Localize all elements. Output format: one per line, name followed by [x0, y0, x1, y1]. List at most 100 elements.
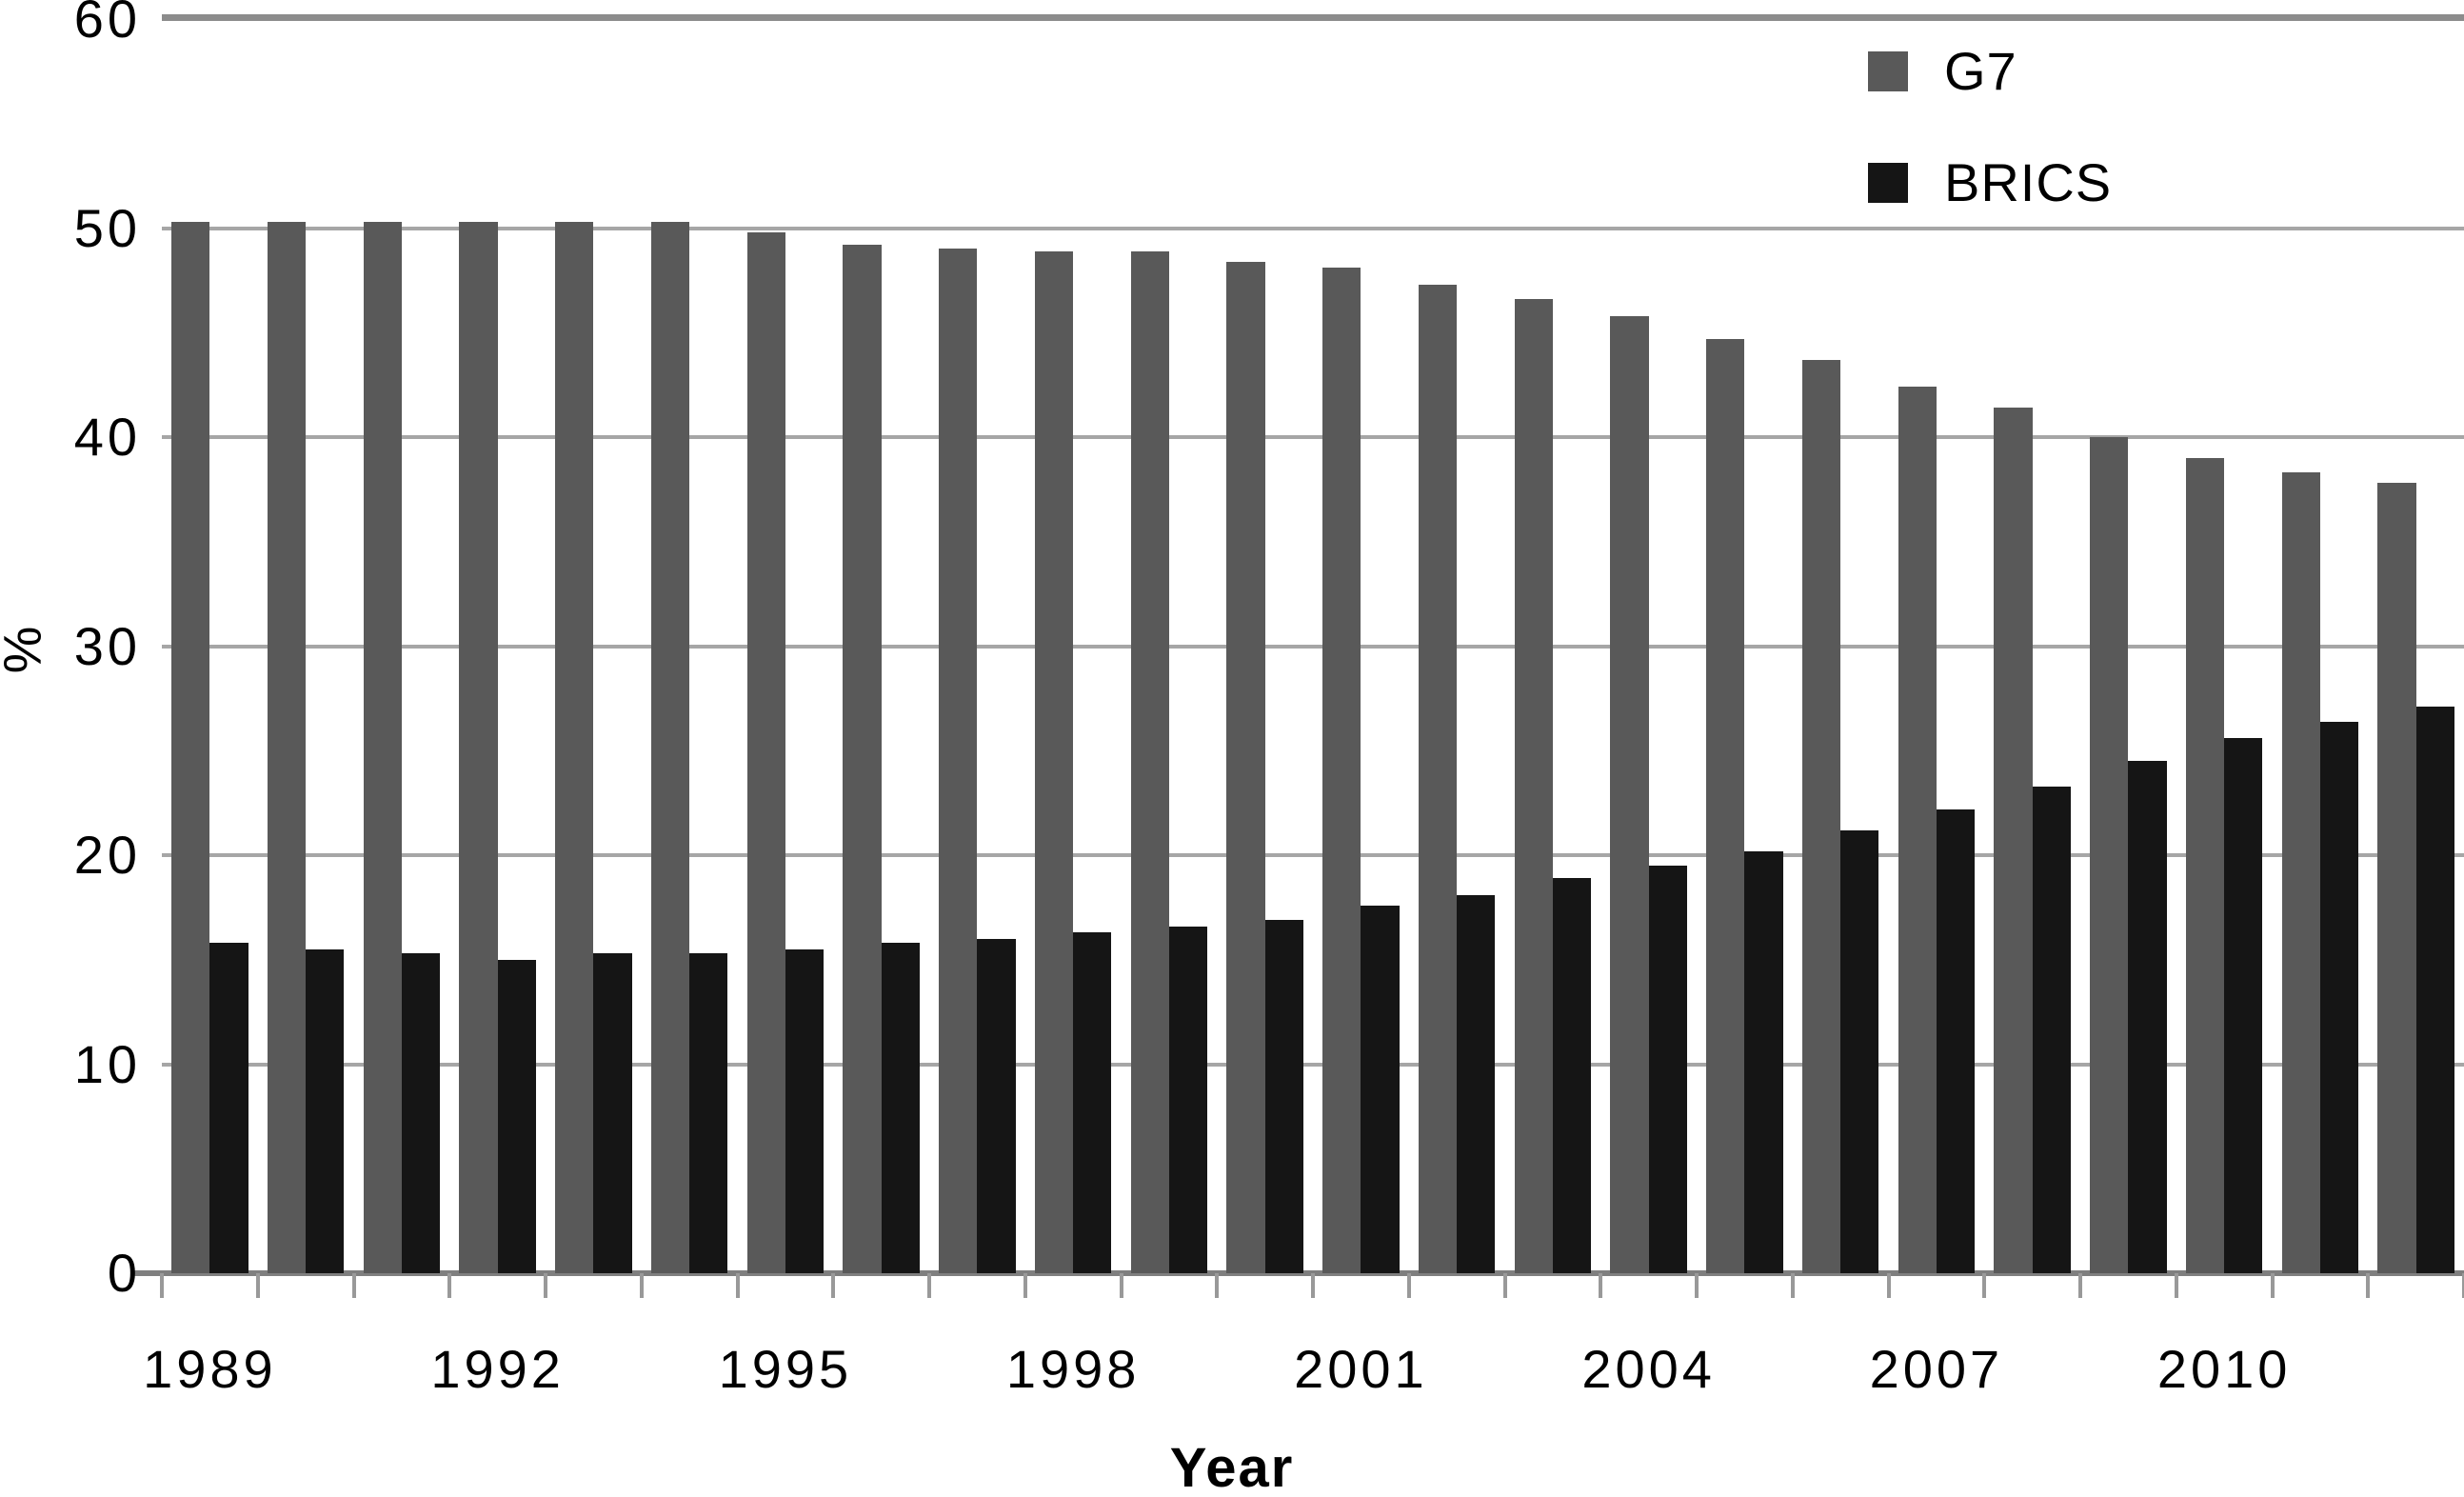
bar-brics-2012 [2415, 707, 2454, 1273]
bar-g7-2006 [1801, 359, 1841, 1273]
y-tick-label-60: 60 [73, 0, 141, 49]
legend-label-brics: BRICS [1944, 152, 2113, 212]
bar-g7-1993 [555, 221, 594, 1273]
bar-brics-1999 [1168, 926, 1208, 1273]
x-axis-tick [831, 1273, 836, 1298]
y-tick-label-50: 50 [73, 197, 141, 258]
bar-g7-1989 [171, 221, 210, 1273]
x-axis-tick [1790, 1273, 1795, 1298]
bar-brics-2003 [1552, 878, 1592, 1273]
gridline-60 [162, 14, 2464, 21]
x-axis-tick [2270, 1273, 2275, 1298]
x-axis-tick [1215, 1273, 1220, 1298]
gridline-20 [162, 853, 2464, 857]
bar-brics-1991 [401, 953, 441, 1273]
x-tick-label-1998: 1998 [1005, 1339, 1141, 1399]
legend-swatch-brics-icon [1868, 162, 1908, 203]
gridline-30 [162, 644, 2464, 649]
bar-g7-1999 [1130, 250, 1169, 1273]
bar-brics-1989 [209, 943, 248, 1273]
x-axis-tick [1023, 1273, 1027, 1298]
x-tick-label-2001: 2001 [1294, 1339, 1428, 1399]
x-axis-tick [447, 1273, 452, 1298]
legend: G7 BRICS [1868, 40, 2112, 263]
bar-g7-2004 [1610, 315, 1649, 1273]
bar-brics-2005 [1744, 850, 1783, 1273]
bar-brics-1995 [785, 948, 825, 1273]
bar-brics-2004 [1648, 865, 1687, 1273]
x-axis-tick [1695, 1273, 1699, 1298]
bar-g7-2010 [2185, 457, 2225, 1273]
bar-brics-1993 [593, 953, 632, 1273]
legend-item-g7: G7 [1868, 40, 2112, 102]
x-tick-label-2007: 2007 [1869, 1339, 2004, 1399]
bar-g7-1994 [650, 221, 690, 1273]
bar-g7-1995 [746, 231, 785, 1273]
x-axis-tick [1502, 1273, 1507, 1298]
y-tick-label-0: 0 [107, 1243, 141, 1303]
bar-g7-2003 [1514, 299, 1553, 1273]
x-axis-tick [1599, 1273, 1603, 1298]
y-tick-label-40: 40 [73, 407, 141, 467]
bar-brics-1997 [977, 938, 1016, 1273]
bar-brics-1994 [689, 953, 728, 1273]
bar-brics-2007 [1936, 808, 1976, 1273]
bar-brics-2010 [2224, 738, 2263, 1273]
x-tick-label-1992: 1992 [430, 1339, 565, 1399]
bar-g7-2007 [1898, 387, 1937, 1273]
x-axis-tick [544, 1273, 547, 1298]
y-tick-label-30: 30 [73, 615, 141, 676]
x-axis-tick [927, 1273, 931, 1298]
bar-brics-1996 [881, 943, 920, 1273]
bar-g7-2009 [2090, 437, 2129, 1273]
bar-g7-2011 [2281, 472, 2320, 1273]
bar-brics-1998 [1073, 932, 1112, 1273]
bar-brics-2000 [1264, 920, 1303, 1273]
x-axis-line [131, 1270, 2464, 1276]
gridline-40 [162, 435, 2464, 439]
x-axis-tick [639, 1273, 644, 1298]
x-axis-tick [160, 1273, 164, 1298]
bar-g7-2001 [1322, 268, 1361, 1273]
bar-brics-2008 [2032, 786, 2071, 1273]
bar-g7-2000 [1226, 261, 1265, 1273]
x-axis-tick [1982, 1273, 1987, 1298]
bar-g7-2012 [2377, 483, 2416, 1273]
legend-swatch-g7-icon [1868, 50, 1908, 91]
x-axis-tick [351, 1273, 356, 1298]
plot-area [131, 14, 2464, 1298]
bar-brics-2011 [2319, 721, 2359, 1273]
x-tick-label-1995: 1995 [718, 1339, 853, 1399]
legend-item-brics: BRICS [1868, 151, 2112, 213]
gridline-10 [162, 1062, 2464, 1067]
bar-brics-1992 [497, 959, 536, 1273]
x-axis-tick [2174, 1273, 2178, 1298]
bar-brics-1990 [306, 948, 345, 1273]
x-axis-title: Year [1169, 1437, 1295, 1497]
bar-brics-2009 [2128, 761, 2167, 1273]
bar-brics-2001 [1361, 905, 1400, 1273]
legend-label-g7: G7 [1944, 41, 2017, 101]
bar-brics-2006 [1840, 829, 1879, 1273]
x-axis-tick [2366, 1273, 2371, 1298]
x-axis-tick [2462, 1273, 2464, 1298]
bar-g7-1992 [459, 221, 498, 1273]
x-axis-tick [1311, 1273, 1315, 1298]
x-axis-tick [1886, 1273, 1891, 1298]
x-tick-label-1989: 1989 [143, 1339, 277, 1399]
gridline-50 [162, 226, 2464, 230]
x-axis-tick [735, 1273, 740, 1298]
bar-g7-2002 [1418, 284, 1458, 1273]
x-axis-tick [1406, 1273, 1411, 1298]
x-axis-tick [1119, 1273, 1123, 1298]
bar-g7-2005 [1706, 338, 1745, 1273]
x-axis-tick [255, 1273, 260, 1298]
bar-g7-2008 [1994, 408, 2033, 1273]
bar-g7-1991 [363, 221, 402, 1273]
y-tick-label-10: 10 [73, 1033, 141, 1094]
bar-g7-1998 [1034, 250, 1074, 1273]
bar-g7-1990 [267, 221, 307, 1273]
bar-brics-2002 [1457, 894, 1496, 1273]
x-axis-tick [2078, 1273, 2082, 1298]
